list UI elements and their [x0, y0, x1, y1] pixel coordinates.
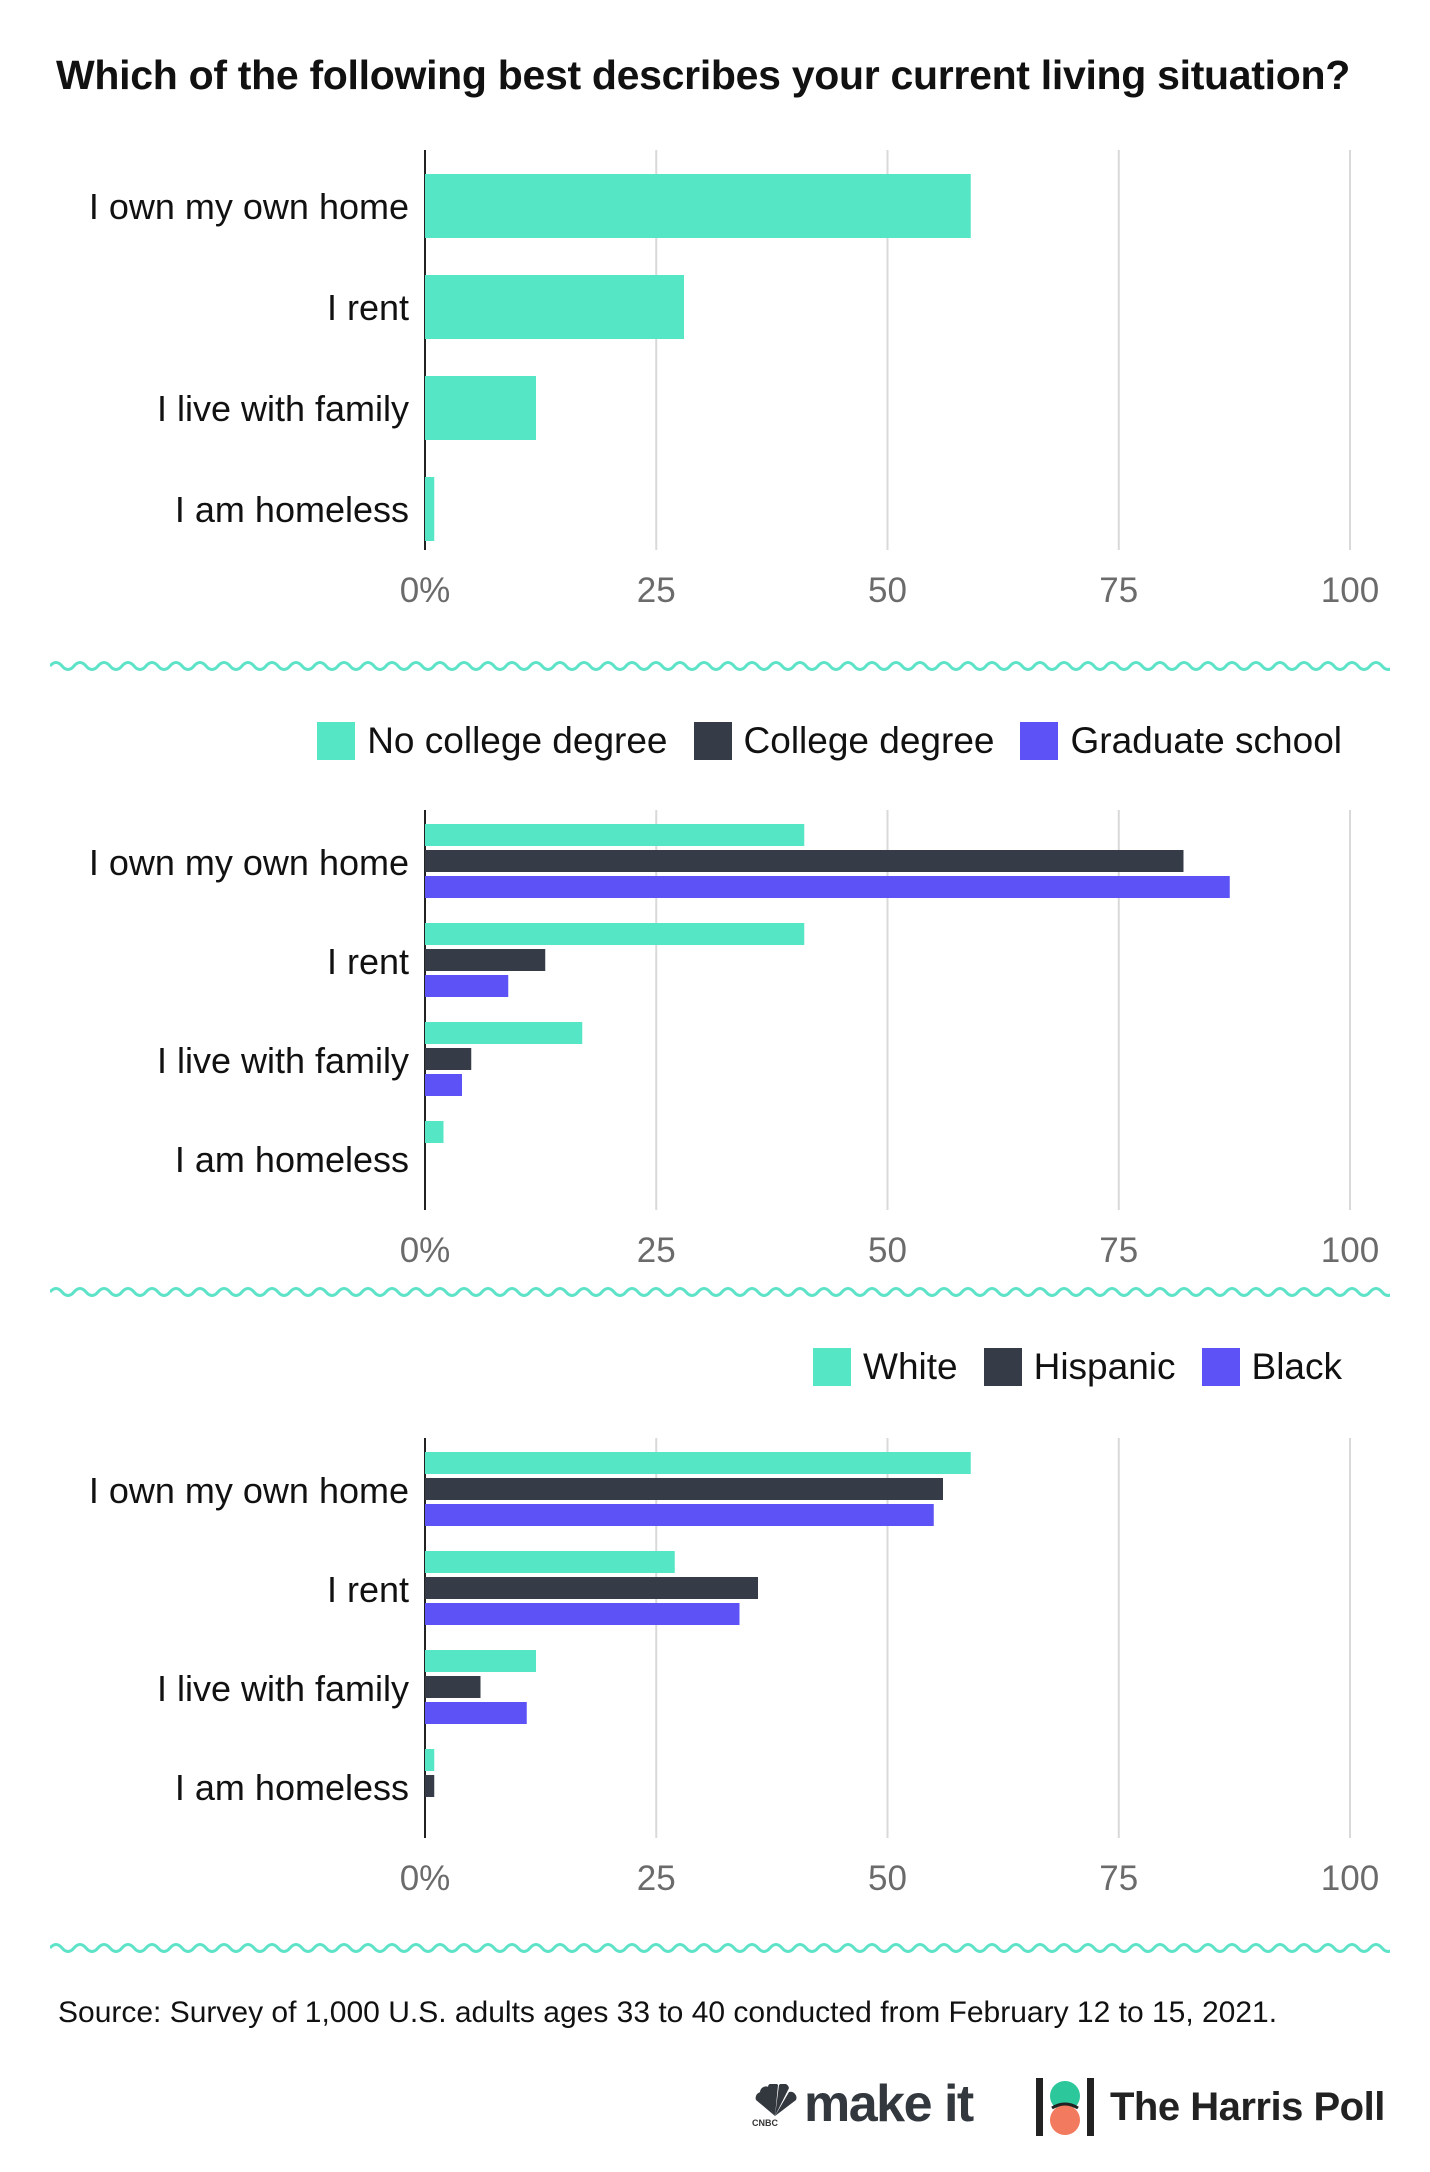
legend-race: White Hispanic Black — [813, 1346, 1342, 1388]
legend-label: Graduate school — [1070, 720, 1342, 761]
bar — [425, 1749, 435, 1771]
legend-swatch-dark — [983, 1348, 1022, 1386]
legend-item: Graduate school — [1020, 720, 1342, 762]
bar — [425, 1650, 536, 1672]
tick-label: 0% — [400, 1231, 451, 1270]
tick-label: 75 — [1099, 571, 1138, 610]
tick-label: 0% — [400, 1859, 451, 1898]
bar — [425, 1452, 971, 1474]
harris-poll-wordmark: The Harris Poll — [1110, 2084, 1385, 2129]
bar — [425, 376, 536, 440]
category-label: I live with family — [157, 1668, 409, 1709]
make-it-logo: CNBC make it — [752, 2075, 974, 2133]
tick-label: 25 — [637, 1231, 676, 1270]
bar — [425, 1551, 675, 1573]
bar — [425, 477, 435, 541]
bar — [425, 1478, 943, 1500]
wave-divider — [50, 1287, 1390, 1297]
legend-swatch-teal — [813, 1348, 852, 1386]
legend-item: Black — [1201, 1346, 1342, 1388]
category-label: I rent — [327, 941, 409, 982]
category-label: I rent — [327, 287, 409, 328]
wave-divider — [50, 1943, 1390, 1953]
bar — [425, 1603, 740, 1625]
tick-label: 25 — [637, 1859, 676, 1898]
bar — [425, 1022, 583, 1044]
legend-swatch-dark — [693, 722, 732, 760]
bar — [425, 850, 1184, 872]
chart-race: I own my own home I rent I live with famil… — [89, 1438, 1379, 1898]
bar — [425, 1121, 444, 1143]
tick-label: 100 — [1321, 1859, 1379, 1898]
chart-overall: I own my own home I rent I live with famil… — [89, 150, 1379, 610]
bar — [425, 1074, 462, 1096]
legend-swatch-purple — [1201, 1348, 1240, 1386]
category-label: I live with family — [157, 388, 409, 429]
tick-label: 75 — [1099, 1231, 1138, 1270]
tick-label: 100 — [1321, 1231, 1379, 1270]
bar — [425, 1702, 527, 1724]
tick-label: 25 — [637, 571, 676, 610]
tick-label: 100 — [1321, 571, 1379, 610]
category-label: I am homeless — [175, 1139, 409, 1180]
cnbc-text: CNBC — [752, 2118, 778, 2128]
bar — [425, 1577, 758, 1599]
bar — [425, 824, 805, 846]
tick-label: 0% — [400, 571, 451, 610]
bar — [425, 275, 684, 339]
bar — [425, 949, 546, 971]
legend-swatch-purple — [1020, 722, 1059, 760]
tick-label: 50 — [868, 1859, 907, 1898]
legend-swatch-teal — [317, 722, 356, 760]
source-note: Source: Survey of 1,000 U.S. adults ages… — [58, 1996, 1278, 2029]
make-it-wordmark: make it — [804, 2075, 974, 2133]
category-label: I am homeless — [175, 1767, 409, 1808]
harris-poll-logo: The Harris Poll — [1034, 2076, 1385, 2138]
legend-label: White — [863, 1346, 958, 1387]
harris-poll-icon — [1036, 2078, 1094, 2136]
legend-item: Hispanic — [983, 1346, 1176, 1388]
legend-label: No college degree — [367, 720, 668, 761]
category-label: I am homeless — [175, 489, 409, 530]
chart-title: Which of the following best describes yo… — [56, 52, 1350, 98]
wave-divider — [50, 661, 1390, 671]
bar — [425, 1504, 934, 1526]
chart-education: I own my own home I rent I live with famil… — [89, 810, 1379, 1270]
bar — [425, 923, 805, 945]
tick-label: 50 — [868, 1231, 907, 1270]
bar — [425, 1676, 481, 1698]
bar — [425, 1048, 472, 1070]
legend-label: College degree — [743, 720, 995, 761]
category-label: I own my own home — [89, 842, 409, 883]
legend-item: No college degree — [317, 720, 668, 762]
legend-label: Black — [1251, 1346, 1342, 1387]
bar — [425, 975, 509, 997]
legend-item: White — [813, 1346, 958, 1388]
category-label: I live with family — [157, 1040, 409, 1081]
category-label: I own my own home — [89, 1470, 409, 1511]
bar — [425, 876, 1230, 898]
category-label: I rent — [327, 1569, 409, 1610]
peacock-icon: CNBC — [752, 2082, 798, 2130]
category-label: I own my own home — [89, 186, 409, 227]
legend-item: College degree — [693, 720, 995, 762]
legend-education: No college degree College degree Graduat… — [317, 720, 1342, 762]
bar — [425, 1775, 435, 1797]
tick-label: 50 — [868, 571, 907, 610]
legend-label: Hispanic — [1033, 1346, 1176, 1387]
bar — [425, 174, 971, 238]
tick-label: 75 — [1099, 1859, 1138, 1898]
